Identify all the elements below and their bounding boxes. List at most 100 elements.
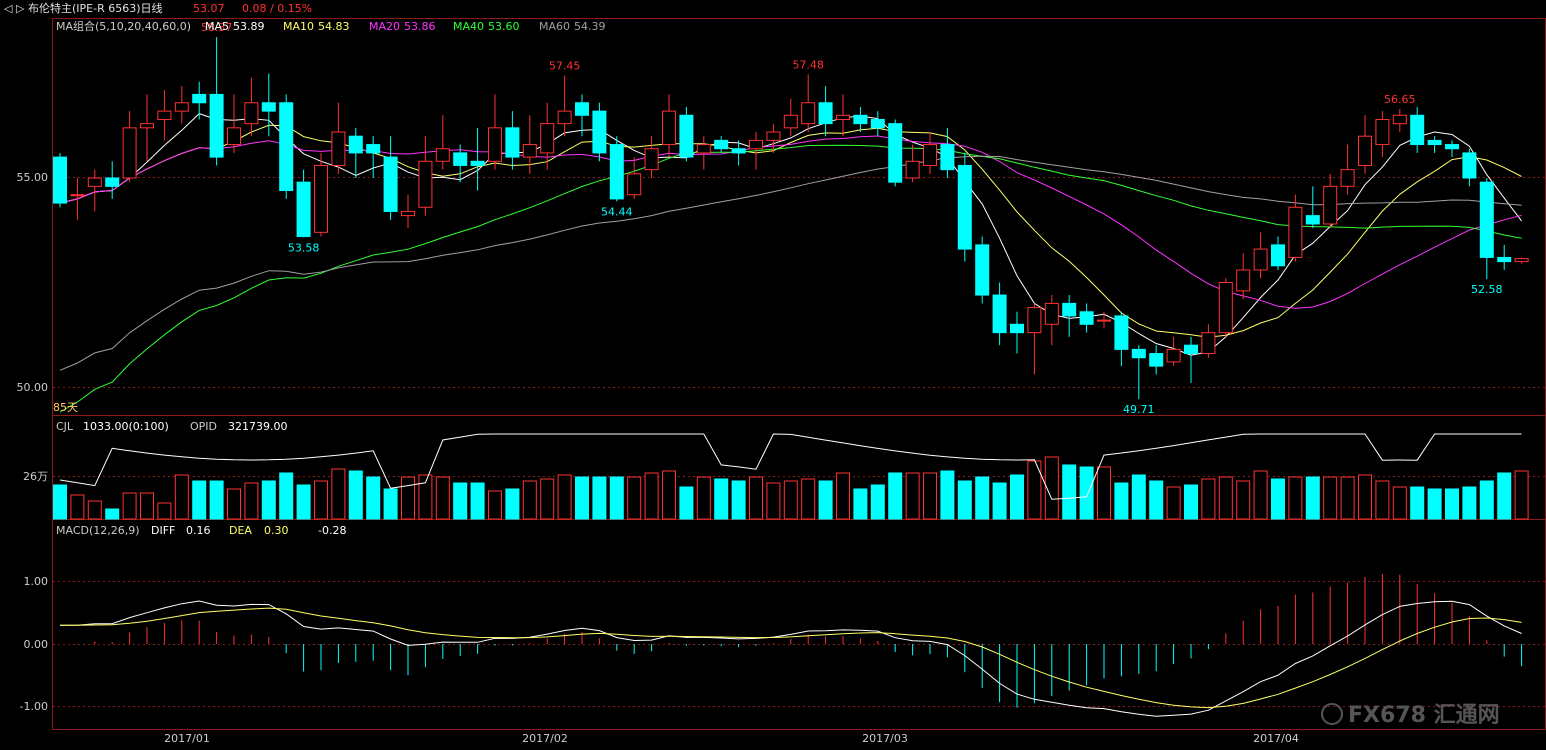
axis-labels: 55.00 50.00 26万 1.00 0.00 -1.00 2017/01 2017/02… — [17, 171, 1299, 745]
watermark: FX678 汇通网 — [1321, 703, 1500, 728]
candle-up — [557, 110, 572, 125]
volume-bar — [1253, 470, 1268, 520]
macd-tick-label: -1.00 — [20, 700, 48, 713]
price-tick-label: 55.00 — [17, 171, 49, 184]
volume-bar — [731, 480, 746, 520]
volume-bar — [1358, 474, 1372, 520]
volume-bar — [975, 476, 990, 520]
grid-lines — [53, 177, 1545, 707]
volume-bar — [105, 508, 120, 520]
volume-bar — [940, 470, 955, 520]
candle-up — [627, 173, 642, 196]
candle-up — [696, 144, 711, 154]
candle-up — [1027, 307, 1042, 334]
candle-up — [227, 127, 241, 146]
candle-down — [1410, 114, 1425, 146]
volume-bar — [1044, 456, 1059, 520]
candle-down — [714, 139, 729, 150]
volume-bar — [261, 480, 276, 520]
price-annotation: 57.48 — [792, 58, 824, 71]
cjl-value: 1033.00(0:100) — [83, 420, 169, 433]
ma20-value: 53.86 — [404, 20, 436, 33]
volume-bar — [505, 488, 520, 520]
volume-legend: CJL 1033.00(0:100) OPID 321739.00 — [56, 420, 288, 433]
candle-down — [1184, 344, 1198, 355]
candle-down — [505, 127, 520, 158]
volume-bar — [714, 478, 729, 520]
volume-bar — [209, 480, 224, 520]
back-forward-icon[interactable]: ◁ ▷ — [4, 2, 25, 15]
macd-legend: MACD(12,26,9) DIFF 0.16 DEA 0.30 -0.28 — [56, 524, 346, 537]
candle-down — [853, 114, 868, 125]
price-annotation: 58.37 — [201, 21, 233, 34]
volume-bar — [783, 480, 798, 520]
candles — [53, 37, 1529, 400]
candle-up — [244, 102, 259, 125]
candle-up — [1323, 185, 1338, 225]
volume-bar — [836, 472, 850, 520]
volume-bar — [70, 494, 85, 520]
candle-up — [488, 127, 502, 162]
volume-bar — [1062, 464, 1077, 520]
price-tick-label: 50.00 — [17, 381, 49, 394]
volume-bar — [279, 472, 294, 520]
volume-bar — [1479, 480, 1494, 520]
dea-label: DEA — [229, 524, 252, 537]
volume-bar — [853, 488, 868, 520]
volume-bar — [435, 476, 450, 520]
macd-panel — [60, 573, 1523, 717]
ma-legend: MA组合(5,10,20,40,60,0) MA5 53.89 MA10 54.… — [56, 19, 606, 33]
candle-up — [1375, 118, 1390, 146]
price-annotation: 56.65 — [1384, 93, 1416, 106]
candle-up — [1288, 206, 1303, 258]
instrument-title: 布伦特主(IPE-R 6563)日线 — [28, 2, 163, 15]
volume-bar — [1462, 486, 1477, 520]
volume-bar — [1114, 482, 1129, 520]
candle-up — [331, 131, 346, 166]
volume-bar — [1340, 476, 1355, 520]
candle-down — [105, 177, 120, 187]
volume-bar — [157, 502, 172, 520]
price-annotation: 52.58 — [1471, 283, 1503, 296]
candle-down — [1114, 315, 1129, 350]
price-annotations: 58.37 53.58 57.45 54.44 57.48 49.71 56.65 52.58 — [201, 21, 1503, 416]
candle-down — [1445, 144, 1459, 150]
ma10-value: 54.83 — [318, 20, 350, 33]
volume-bar — [401, 476, 415, 520]
volume-bar — [1375, 480, 1390, 520]
volume-bars — [53, 433, 1529, 520]
volume-bar — [53, 484, 67, 520]
ma40-value: 53.60 — [488, 20, 520, 33]
candle-down — [470, 160, 485, 166]
candle-up — [140, 123, 154, 129]
volume-bar — [1097, 466, 1111, 520]
title-bar: ◁ ▷ 布伦特主(IPE-R 6563)日线 53.07 0.08 / 0.15… — [0, 0, 1546, 18]
volume-bar — [87, 500, 102, 520]
volume-bar — [557, 474, 572, 520]
volume-bar — [1271, 478, 1285, 520]
opid-value: 321739.00 — [228, 420, 288, 433]
macd-tick-label: 1.00 — [24, 575, 49, 588]
candle-up — [644, 148, 659, 171]
price-annotation: 57.45 — [549, 60, 581, 73]
ma20-name: MA20 — [369, 20, 400, 33]
diff-label: DIFF — [151, 524, 175, 537]
watermark-logo-icon — [1321, 703, 1343, 725]
volume-bar — [1201, 478, 1216, 520]
candle-up — [801, 102, 816, 125]
volume-bar — [1236, 480, 1251, 520]
candle-up — [540, 123, 555, 154]
candle-down — [53, 156, 67, 204]
candle-down — [279, 102, 294, 192]
volume-bar — [1305, 476, 1320, 520]
candle-up — [174, 102, 189, 112]
macd-value: -0.28 — [318, 524, 346, 537]
price-annotation: 54.44 — [601, 205, 633, 218]
candle-up — [1218, 282, 1233, 334]
volume-bar — [592, 476, 607, 520]
volume-bar — [488, 490, 502, 520]
volume-bar — [1288, 476, 1303, 520]
price-change: 0.08 / 0.15% — [242, 2, 313, 15]
ma40-name: MA40 — [453, 20, 484, 33]
